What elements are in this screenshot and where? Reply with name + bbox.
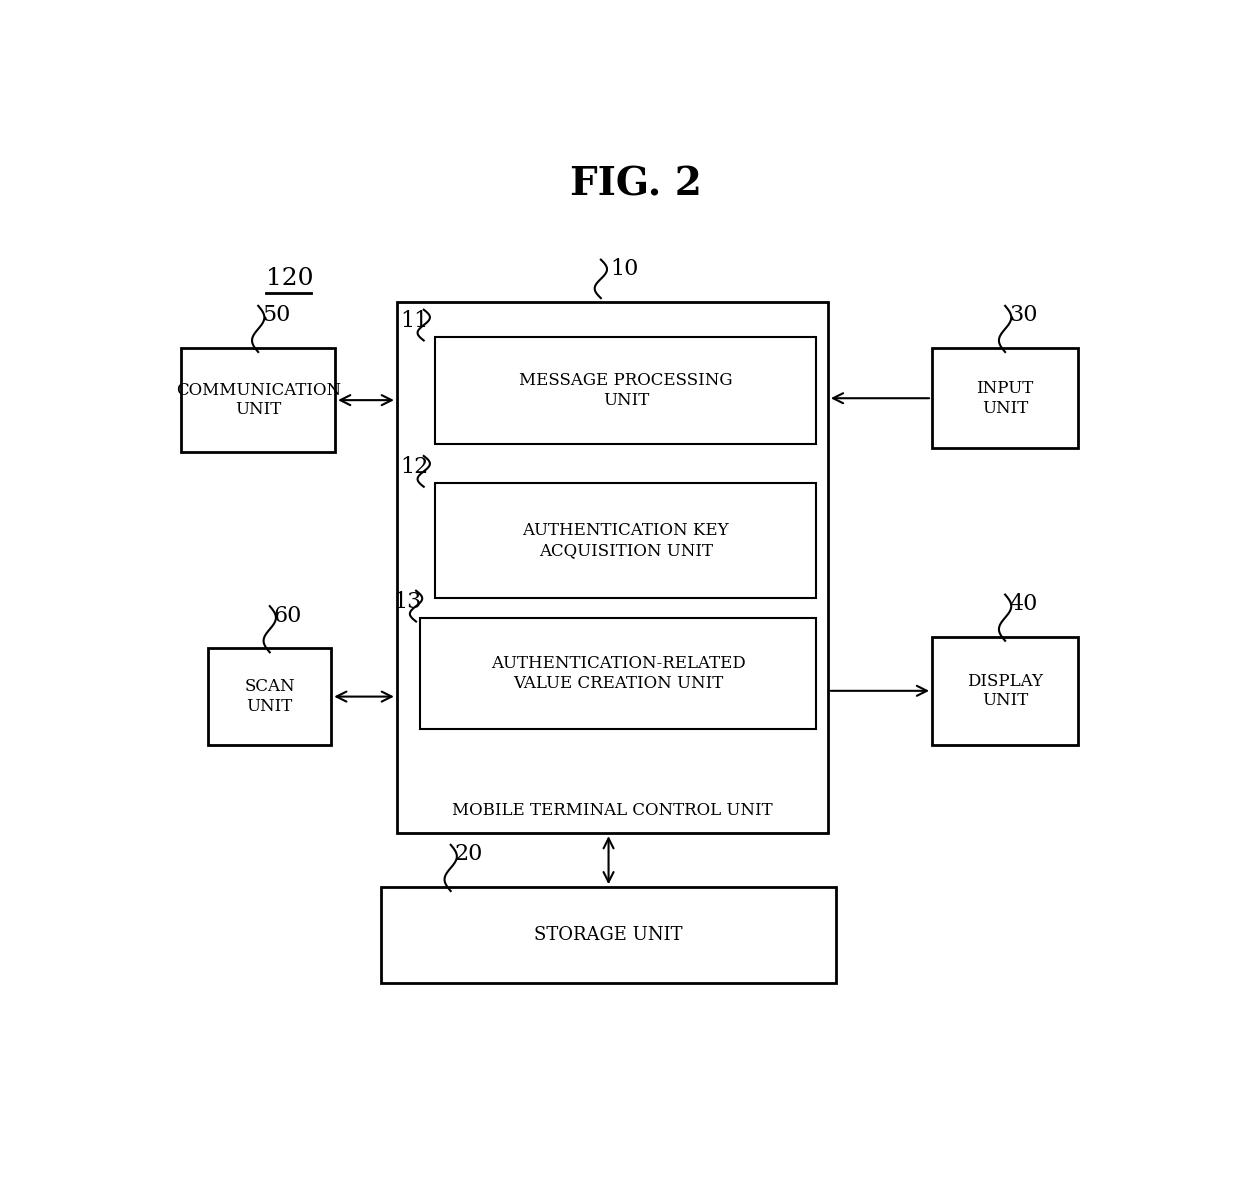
- Bar: [208, 649, 331, 745]
- Text: 13: 13: [393, 591, 422, 613]
- Text: AUTHENTICATION-RELATED
VALUE CREATION UNIT: AUTHENTICATION-RELATED VALUE CREATION UN…: [491, 656, 745, 692]
- Bar: [181, 348, 335, 452]
- Text: STORAGE UNIT: STORAGE UNIT: [534, 926, 683, 944]
- Bar: [382, 888, 836, 984]
- Text: 12: 12: [401, 456, 429, 478]
- Text: 60: 60: [274, 604, 303, 627]
- Bar: [435, 336, 816, 444]
- Text: 11: 11: [401, 310, 429, 331]
- Text: COMMUNICATION
UNIT: COMMUNICATION UNIT: [176, 382, 341, 418]
- Text: 20: 20: [455, 843, 482, 865]
- Text: SCAN
UNIT: SCAN UNIT: [244, 679, 295, 715]
- Text: 120: 120: [265, 268, 314, 291]
- Text: 10: 10: [610, 258, 639, 280]
- Bar: [435, 483, 816, 598]
- Text: FIG. 2: FIG. 2: [569, 166, 702, 203]
- Bar: [397, 301, 828, 833]
- Text: 40: 40: [1009, 593, 1038, 615]
- Text: DISPLAY
UNIT: DISPLAY UNIT: [967, 673, 1043, 709]
- Text: INPUT
UNIT: INPUT UNIT: [976, 380, 1034, 417]
- Text: AUTHENTICATION KEY
ACQUISITION UNIT: AUTHENTICATION KEY ACQUISITION UNIT: [522, 522, 729, 558]
- Bar: [932, 348, 1079, 448]
- Bar: [420, 617, 816, 729]
- Text: 50: 50: [262, 304, 290, 327]
- Text: MESSAGE PROCESSING
UNIT: MESSAGE PROCESSING UNIT: [520, 372, 733, 408]
- Text: 30: 30: [1009, 304, 1038, 327]
- Text: MOBILE TERMINAL CONTROL UNIT: MOBILE TERMINAL CONTROL UNIT: [453, 802, 773, 819]
- Bar: [932, 637, 1079, 745]
